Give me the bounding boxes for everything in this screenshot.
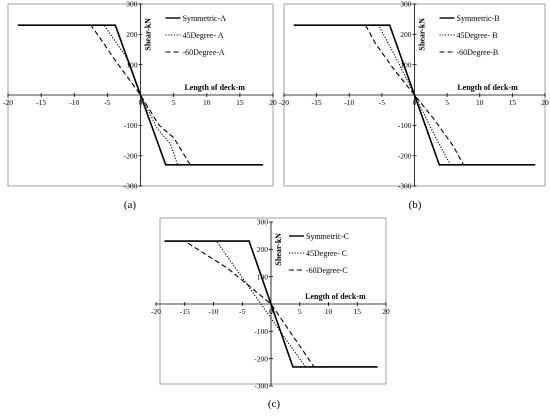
x-tick-label: 15 bbox=[236, 98, 244, 107]
panel-caption: (a) bbox=[124, 199, 137, 211]
y-tick-label: 300 bbox=[126, 0, 138, 9]
x-tick-label: 10 bbox=[203, 98, 211, 107]
panel-frame bbox=[159, 217, 387, 385]
x-axis-title: Length of deck-m bbox=[184, 83, 245, 92]
panel-caption: (c) bbox=[268, 398, 281, 410]
legend-entry: -60Degree-C bbox=[306, 266, 348, 275]
x-tick-label: -20 bbox=[151, 307, 161, 316]
x-tick-label: 15 bbox=[354, 307, 362, 316]
y-tick-label: -200 bbox=[398, 151, 412, 160]
x-tick-label: 0 bbox=[139, 98, 143, 107]
x-axis-title: Length of deck-m bbox=[457, 83, 518, 92]
x-tick-label: 5 bbox=[172, 98, 176, 107]
series-line-2 bbox=[293, 24, 536, 166]
y-tick-label: -200 bbox=[124, 151, 138, 160]
y-axis-title: Shear-kN bbox=[274, 233, 283, 266]
y-tick-label: -100 bbox=[398, 121, 412, 130]
legend-entry: Symmetric-B bbox=[457, 14, 500, 23]
x-tick-label: 5 bbox=[298, 307, 302, 316]
x-tick-label: -10 bbox=[209, 307, 219, 316]
series-line-3 bbox=[293, 24, 536, 166]
x-tick-label: 10 bbox=[476, 98, 484, 107]
legend-entry: Symmetric-A bbox=[183, 14, 227, 23]
y-axis-title: Shear-kN bbox=[144, 18, 153, 51]
y-tick-label: -300 bbox=[254, 382, 268, 391]
series-line-3 bbox=[17, 24, 264, 166]
x-tick-label: -15 bbox=[180, 307, 190, 316]
x-tick-label: 15 bbox=[509, 98, 517, 107]
x-tick-label: -5 bbox=[379, 98, 385, 107]
legend-entry: 45Degree- A bbox=[183, 31, 224, 40]
x-tick-label: 20 bbox=[541, 98, 549, 107]
legend-entry: 45Degree- B bbox=[457, 31, 498, 40]
y-tick-label: 200 bbox=[400, 30, 412, 39]
x-tick-label: -10 bbox=[344, 98, 354, 107]
y-tick-label: 300 bbox=[257, 218, 269, 227]
series-line-3 bbox=[164, 240, 378, 368]
y-tick-label: -100 bbox=[254, 327, 268, 336]
y-tick-label: -100 bbox=[124, 121, 138, 130]
x-tick-label: 10 bbox=[325, 307, 333, 316]
y-tick-label: 100 bbox=[257, 272, 269, 281]
x-tick-label: -15 bbox=[312, 98, 322, 107]
x-tick-label: -20 bbox=[3, 98, 13, 107]
y-tick-label: -300 bbox=[398, 182, 412, 191]
x-tick-label: 0 bbox=[269, 307, 273, 316]
chart-panel-3: -20 -15 -10 -5 0 5 10 15 20 -300 -200 -100 100 200 300… bbox=[151, 217, 390, 391]
panel-caption: (b) bbox=[409, 199, 422, 211]
legend-entry: Symmetric-C bbox=[306, 232, 349, 241]
y-tick-label: 100 bbox=[126, 60, 138, 69]
x-tick-label: -5 bbox=[239, 307, 245, 316]
x-axis-title: Length of deck-m bbox=[305, 292, 366, 301]
y-tick-label: 200 bbox=[257, 245, 269, 254]
y-tick-label: 100 bbox=[400, 60, 412, 69]
x-tick-label: 20 bbox=[269, 98, 277, 107]
x-tick-label: -20 bbox=[279, 98, 289, 107]
series-line-2 bbox=[164, 240, 378, 368]
y-tick-label: -200 bbox=[254, 354, 268, 363]
y-tick-label: 200 bbox=[126, 30, 138, 39]
legend-entry: -60Degree-A bbox=[183, 48, 225, 57]
x-tick-label: -5 bbox=[104, 98, 110, 107]
x-tick-label: -10 bbox=[69, 98, 79, 107]
series-line-2 bbox=[17, 24, 264, 166]
legend-entry: 45Degree- C bbox=[306, 249, 347, 258]
x-tick-label: -15 bbox=[36, 98, 46, 107]
y-axis-title: Shear-kN bbox=[418, 18, 427, 51]
y-tick-label: 300 bbox=[400, 0, 412, 9]
y-tick-label: -300 bbox=[124, 182, 138, 191]
legend-entry: -60Degree-B bbox=[457, 48, 499, 57]
x-tick-label: 0 bbox=[413, 98, 417, 107]
x-tick-label: 5 bbox=[445, 98, 449, 107]
chart-panel-2: -20 -15 -10 -5 0 5 10 15 20 -300 -200 -100 100 200 300… bbox=[279, 0, 549, 191]
x-tick-label: 20 bbox=[382, 307, 390, 316]
chart-panel-1: -20 -15 -10 -5 0 5 10 15 20 -300 -200 -100 100 200 300… bbox=[3, 0, 277, 191]
